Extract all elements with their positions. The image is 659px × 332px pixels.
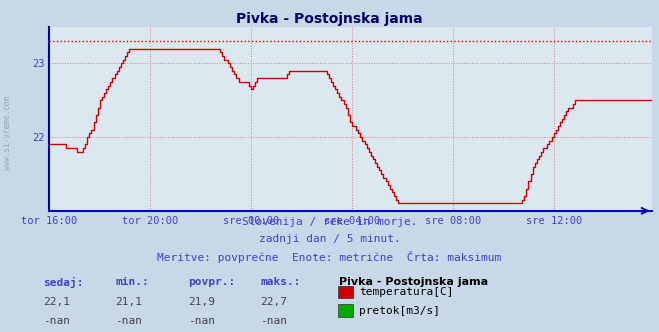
Text: -nan: -nan xyxy=(115,316,142,326)
Text: -nan: -nan xyxy=(188,316,215,326)
Text: pretok[m3/s]: pretok[m3/s] xyxy=(359,306,440,316)
Text: Meritve: povprečne  Enote: metrične  Črta: maksimum: Meritve: povprečne Enote: metrične Črta:… xyxy=(158,251,501,263)
Text: sedaj:: sedaj: xyxy=(43,277,83,288)
Text: Slovenija / reke in morje.: Slovenija / reke in morje. xyxy=(242,217,417,227)
Text: povpr.:: povpr.: xyxy=(188,277,235,287)
Text: 21,1: 21,1 xyxy=(115,297,142,307)
Text: 22,1: 22,1 xyxy=(43,297,70,307)
Text: 21,9: 21,9 xyxy=(188,297,215,307)
Text: www.si-vreme.com: www.si-vreme.com xyxy=(3,96,13,170)
Text: zadnji dan / 5 minut.: zadnji dan / 5 minut. xyxy=(258,234,401,244)
Text: -nan: -nan xyxy=(43,316,70,326)
Text: -nan: -nan xyxy=(260,316,287,326)
Text: Pivka - Postojnska jama: Pivka - Postojnska jama xyxy=(236,12,423,26)
Text: min.:: min.: xyxy=(115,277,149,287)
Text: temperatura[C]: temperatura[C] xyxy=(359,287,453,297)
Text: maks.:: maks.: xyxy=(260,277,301,287)
Text: 22,7: 22,7 xyxy=(260,297,287,307)
Text: Pivka - Postojnska jama: Pivka - Postojnska jama xyxy=(339,277,488,287)
